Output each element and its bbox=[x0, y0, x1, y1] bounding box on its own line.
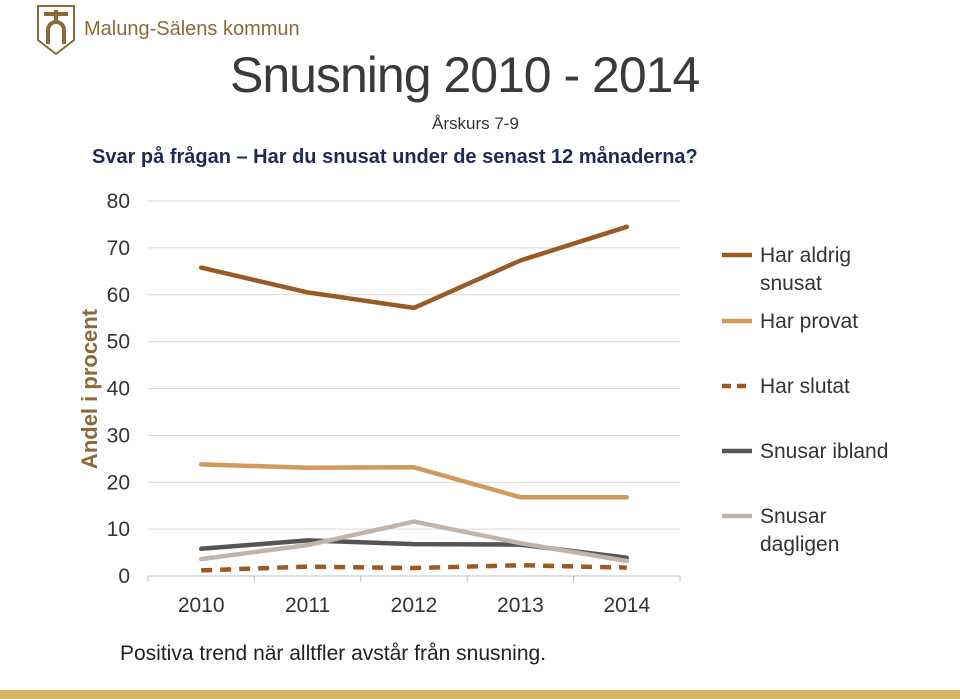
series-lines bbox=[198, 224, 630, 573]
x-tick-labels: 2010 2011 2012 2013 2014 bbox=[178, 594, 651, 617]
grid-lines bbox=[148, 200, 680, 530]
legend-label-2: Har slutat bbox=[760, 375, 850, 398]
series-line-1 bbox=[198, 462, 630, 500]
x-tick-label: 2012 bbox=[391, 594, 438, 617]
y-tick-label: 80 bbox=[107, 190, 130, 213]
legend: Har aldrig snusat Har provat Har slutat Snus… bbox=[722, 244, 888, 556]
x-tick-label: 2013 bbox=[497, 594, 544, 617]
page-title: Snusning 2010 - 2014 bbox=[230, 47, 700, 103]
org-logo: Malung-Sälens kommun bbox=[36, 4, 336, 60]
legend-label-1: Har provat bbox=[760, 310, 858, 333]
axes bbox=[147, 575, 681, 582]
legend-label-0: snusat bbox=[760, 272, 822, 295]
y-tick-label: 20 bbox=[107, 471, 130, 494]
x-tick-label: 2014 bbox=[603, 594, 650, 617]
bottom-bar bbox=[0, 690, 960, 699]
y-tick-label: 10 bbox=[107, 518, 130, 541]
y-tick-label: 50 bbox=[107, 331, 130, 354]
legend-label-4: Snusar bbox=[760, 505, 827, 528]
page-subtitle: Årskurs 7-9 bbox=[432, 114, 519, 133]
series-line-0 bbox=[198, 224, 630, 311]
legend-label-3: Snusar ibland bbox=[760, 440, 888, 463]
legend-label-4: dagligen bbox=[760, 533, 839, 556]
y-tick-label: 70 bbox=[107, 237, 130, 260]
org-name: Malung-Sälens kommun bbox=[84, 18, 300, 40]
y-tick-label: 40 bbox=[107, 378, 130, 401]
series-line-2 bbox=[201, 562, 627, 573]
x-tick-label: 2011 bbox=[285, 594, 330, 617]
line-chart: 0 10 20 30 40 50 60 70 80 2010 2011 2012 2013 2014 H… bbox=[77, 190, 888, 617]
survey-question: Svar på frågan – Har du snusat under de … bbox=[92, 146, 698, 168]
x-tick-label: 2010 bbox=[178, 594, 225, 617]
footnote: Positiva trend när alltfler avstår från … bbox=[120, 642, 547, 665]
legend-label-0: Har aldrig bbox=[760, 244, 851, 267]
y-tick-label: 60 bbox=[107, 284, 130, 307]
y-axis-title: Andel i procent bbox=[77, 308, 102, 469]
horseshoe-crest-icon bbox=[37, 5, 75, 56]
y-tick-label: 30 bbox=[107, 424, 130, 447]
y-tick-labels: 0 10 20 30 40 50 60 70 80 bbox=[107, 190, 130, 588]
y-tick-label: 0 bbox=[118, 565, 130, 588]
series-line-4 bbox=[198, 519, 630, 564]
